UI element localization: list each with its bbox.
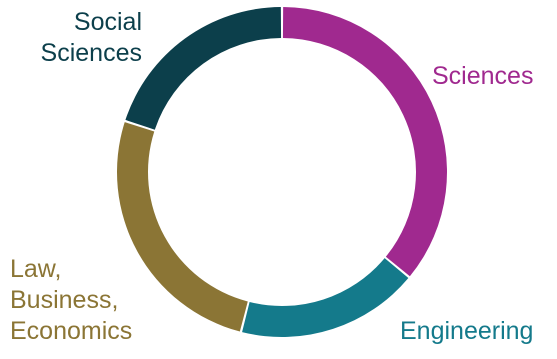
donut-slice-1 [282, 7, 447, 277]
slice-label-1: Sciences [432, 62, 533, 90]
slice-label-4: Social Sciences [41, 8, 142, 67]
slice-label-4-line-1: Social [74, 8, 142, 36]
slice-label-2: Engineering [400, 317, 533, 345]
donut-slice-2 [242, 258, 409, 337]
slice-label-3: Law, Business, Economics [10, 255, 132, 345]
slice-label-3-line-1: Law, [10, 255, 61, 283]
slice-label-1-line-1: Sciences [432, 62, 533, 90]
donut-slice-4 [125, 7, 282, 130]
slice-label-3-line-2: Business, [10, 286, 118, 314]
donut-slice-3 [117, 122, 248, 332]
slice-label-2-line-1: Engineering [400, 317, 533, 345]
slice-label-3-line-3: Economics [10, 317, 132, 345]
slice-label-4-line-2: Sciences [41, 39, 142, 67]
